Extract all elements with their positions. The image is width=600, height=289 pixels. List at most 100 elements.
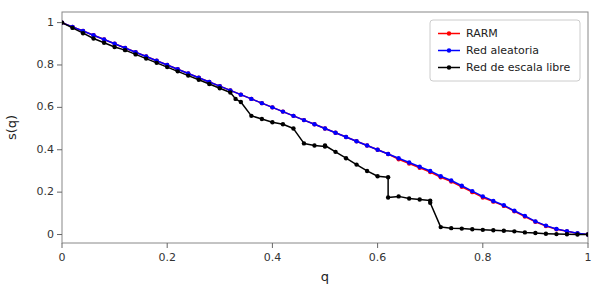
point <box>386 152 390 156</box>
point <box>323 126 327 130</box>
point <box>512 209 516 213</box>
y-tick-label: 1 <box>47 16 54 29</box>
point <box>554 232 558 236</box>
y-tick-label: 0 <box>47 228 54 241</box>
point <box>375 148 379 152</box>
point <box>449 178 453 182</box>
point <box>249 97 253 101</box>
point <box>218 86 222 90</box>
point <box>312 122 316 126</box>
point <box>375 148 379 152</box>
point <box>523 230 527 234</box>
y-tick <box>57 234 62 235</box>
y-tick <box>57 149 62 150</box>
point <box>281 109 285 113</box>
point <box>417 197 421 201</box>
chart-container: 00.20.40.60.8100.20.40.60.81qs(q)RARMRed… <box>0 0 600 289</box>
legend-box <box>430 20 580 81</box>
x-tick <box>482 243 483 248</box>
point <box>281 109 285 113</box>
point <box>502 204 506 208</box>
point <box>154 61 158 65</box>
y-tick <box>57 107 62 108</box>
point <box>207 82 211 86</box>
point <box>386 152 390 156</box>
axes: 00.20.40.60.8100.20.40.60.81 <box>37 16 592 264</box>
point <box>302 118 306 122</box>
point <box>502 229 506 233</box>
point <box>365 143 369 147</box>
y-tick <box>57 22 62 23</box>
point <box>281 122 285 126</box>
point <box>491 199 495 203</box>
point <box>102 41 106 45</box>
point <box>365 169 369 173</box>
point <box>354 139 358 143</box>
point <box>249 114 253 118</box>
x-tick <box>272 243 273 248</box>
point <box>228 90 232 94</box>
x-tick <box>377 243 378 248</box>
point <box>197 78 201 82</box>
point <box>533 219 537 223</box>
point <box>502 203 506 207</box>
series <box>62 20 588 236</box>
x-tick-label: 0.4 <box>264 251 282 264</box>
point <box>344 135 348 139</box>
x-tick-label: 0 <box>59 251 66 264</box>
chart-svg: 00.20.40.60.8100.20.40.60.81qs(q)RARMRed… <box>0 0 600 289</box>
legend-marker <box>447 31 451 35</box>
point <box>586 232 588 236</box>
point <box>144 56 148 60</box>
point <box>354 139 358 143</box>
point <box>133 52 137 56</box>
series <box>62 20 588 236</box>
series-line <box>62 23 588 235</box>
point <box>439 174 443 178</box>
point <box>176 69 180 73</box>
series-line <box>62 23 588 235</box>
x-tick-label: 0.6 <box>369 251 387 264</box>
legend-label: RARM <box>466 27 498 40</box>
point <box>417 165 421 169</box>
point <box>396 194 400 198</box>
point <box>123 48 127 52</box>
point <box>302 141 306 145</box>
point <box>270 105 274 109</box>
point <box>470 189 474 193</box>
point <box>260 117 264 121</box>
point <box>396 156 400 160</box>
point <box>428 169 432 173</box>
point <box>586 232 588 236</box>
legend-marker <box>447 48 451 52</box>
point <box>386 195 390 199</box>
plot-frame <box>62 12 588 243</box>
point <box>354 162 358 166</box>
legend: RARMRed aleatoriaRed de escala libre <box>430 20 580 81</box>
point <box>554 227 558 231</box>
point <box>491 199 495 203</box>
y-axis-label: s(q) <box>4 115 19 140</box>
series-line <box>62 23 588 235</box>
point <box>165 65 169 69</box>
point <box>91 36 95 40</box>
point <box>512 229 516 233</box>
point <box>544 224 548 228</box>
y-tick-label: 0.6 <box>37 100 55 113</box>
y-tick <box>57 64 62 65</box>
point <box>333 131 337 135</box>
point <box>81 31 85 35</box>
point <box>544 223 548 227</box>
point <box>428 201 432 205</box>
x-tick-label: 1 <box>585 251 592 264</box>
point <box>270 120 274 124</box>
point <box>62 20 64 24</box>
legend-label: Red aleatoria <box>466 44 539 57</box>
x-tick <box>62 243 63 248</box>
point <box>239 92 243 96</box>
point <box>523 214 527 218</box>
point <box>386 175 390 179</box>
point <box>249 97 253 101</box>
point <box>333 150 337 154</box>
x-tick-label: 0.8 <box>474 251 492 264</box>
